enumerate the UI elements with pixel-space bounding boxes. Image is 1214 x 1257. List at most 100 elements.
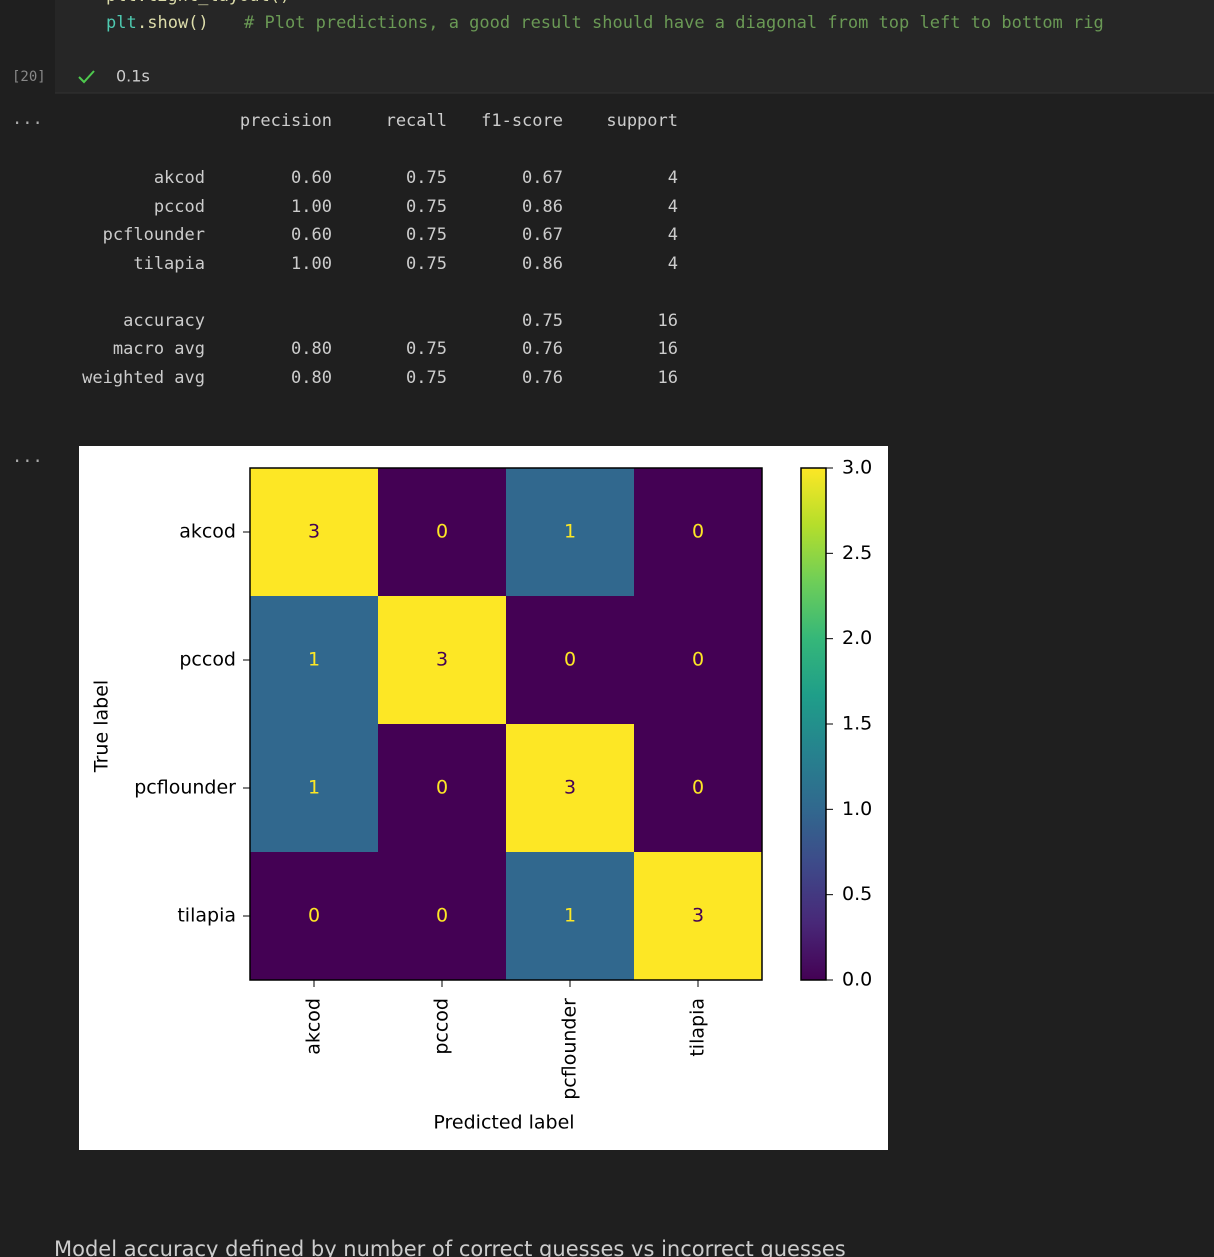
x-tick-label: tilapia <box>687 998 709 1057</box>
code-call: .show() <box>137 13 209 33</box>
report-cell: 0.60 <box>291 168 332 188</box>
report-cell: 0.80 <box>291 368 332 388</box>
cell-value: 0 <box>436 521 448 543</box>
report-cell: 16 <box>658 339 678 359</box>
report-cell: 16 <box>658 368 678 388</box>
report-cell: 0.76 <box>522 339 563 359</box>
matrix-cell <box>506 468 634 596</box>
matrix-cell <box>506 852 634 980</box>
report-cell: 4 <box>668 168 678 188</box>
matrix-cell <box>378 596 506 724</box>
matrix-cell <box>378 468 506 596</box>
report-cell: 0.76 <box>522 368 563 388</box>
x-tick-label: pccod <box>431 998 453 1055</box>
matrix-cell <box>250 596 378 724</box>
report-cell: 1.00 <box>291 254 332 274</box>
colorbar-tick-label: 1.0 <box>842 798 872 820</box>
report-cell: 0.60 <box>291 225 332 245</box>
colorbar-tick-label: 0.5 <box>842 883 872 905</box>
report-cell: 0.75 <box>406 225 447 245</box>
markdown-text: Model accuracy defined by number of corr… <box>54 1237 846 1257</box>
report-row-label: akcod <box>154 168 205 188</box>
report-cell: 0.75 <box>522 311 563 331</box>
y-axis-title: True label <box>91 680 113 773</box>
report-cell: 0.75 <box>406 339 447 359</box>
x-axis-title: Predicted label <box>433 1112 574 1134</box>
cell-value: 1 <box>564 521 576 543</box>
y-tick-label: pccod <box>179 649 236 671</box>
report-cell: 0.86 <box>522 197 563 217</box>
report-cell: 0.75 <box>406 168 447 188</box>
code-cell <box>55 0 1214 93</box>
y-tick-label: pcflounder <box>134 777 236 799</box>
report-row-label: macro avg <box>113 339 205 359</box>
colorbar-tick-label: 3.0 <box>842 457 872 479</box>
report-cell: 4 <box>668 254 678 274</box>
y-tick-label: tilapia <box>177 905 236 927</box>
matrix-cell <box>250 468 378 596</box>
report-cell: 0.67 <box>522 168 563 188</box>
matrix-cell <box>378 724 506 852</box>
matrix-cell <box>378 852 506 980</box>
cell-value: 3 <box>308 521 320 543</box>
report-header: precision <box>240 111 332 131</box>
execution-count: [20] <box>12 69 46 85</box>
matrix-cell <box>506 596 634 724</box>
cell-value: 3 <box>436 649 448 671</box>
cell-value: 0 <box>436 905 448 927</box>
cell-value: 1 <box>308 777 320 799</box>
duration: 0.1s <box>116 67 150 86</box>
cell-value: 0 <box>436 777 448 799</box>
x-tick-label: akcod <box>303 998 325 1055</box>
report-cell: 16 <box>658 311 678 331</box>
code-line: plt.tight_layout() <box>106 0 290 6</box>
cell-value: 0 <box>692 649 704 671</box>
report-cell: 4 <box>668 225 678 245</box>
output-marker: ... <box>12 109 43 129</box>
report-cell: 1.00 <box>291 197 332 217</box>
colorbar-tick-label: 0.0 <box>842 969 872 991</box>
cell-value: 0 <box>564 649 576 671</box>
cell-value: 0 <box>692 521 704 543</box>
report-row-label: tilapia <box>133 254 205 274</box>
report-cell: 0.75 <box>406 254 447 274</box>
report-cell: 0.75 <box>406 197 447 217</box>
report-cell: 4 <box>668 197 678 217</box>
matrix-cell <box>634 724 762 852</box>
matrix-cell <box>250 724 378 852</box>
cell-value: 3 <box>564 777 576 799</box>
axes-frame <box>249 467 763 981</box>
output-marker: ... <box>12 447 43 467</box>
cell-value: 0 <box>692 777 704 799</box>
report-cell: 0.80 <box>291 339 332 359</box>
report-cell: 0.86 <box>522 254 563 274</box>
matrix-cell <box>634 596 762 724</box>
report-row-label: pccod <box>154 197 205 217</box>
report-row-label: accuracy <box>123 311 205 331</box>
colorbar-tick-label: 1.5 <box>842 713 872 735</box>
cell-value: 0 <box>308 905 320 927</box>
cell-value: 1 <box>308 649 320 671</box>
matrix-cell <box>634 468 762 596</box>
report-header: recall <box>386 111 447 131</box>
cell-value: 3 <box>692 905 704 927</box>
report-header: support <box>606 111 678 131</box>
code-comment: # Plot predictions, a good result should… <box>244 13 1104 33</box>
cell-value: 1 <box>564 905 576 927</box>
colorbar-tick-label: 2.5 <box>842 542 872 564</box>
code-object: plt <box>106 13 137 33</box>
colorbar-tick-label: 2.0 <box>842 627 872 649</box>
matrix-cell <box>634 852 762 980</box>
matrix-cell <box>506 724 634 852</box>
report-row-label: pcflounder <box>103 225 205 245</box>
matrix-cell <box>250 852 378 980</box>
report-row-label: weighted avg <box>82 368 205 388</box>
x-tick-label: pcflounder <box>559 998 581 1100</box>
report-header: f1-score <box>481 111 563 131</box>
y-tick-label: akcod <box>179 521 236 543</box>
report-cell: 0.75 <box>406 368 447 388</box>
success-icon <box>78 70 95 84</box>
report-cell: 0.67 <box>522 225 563 245</box>
